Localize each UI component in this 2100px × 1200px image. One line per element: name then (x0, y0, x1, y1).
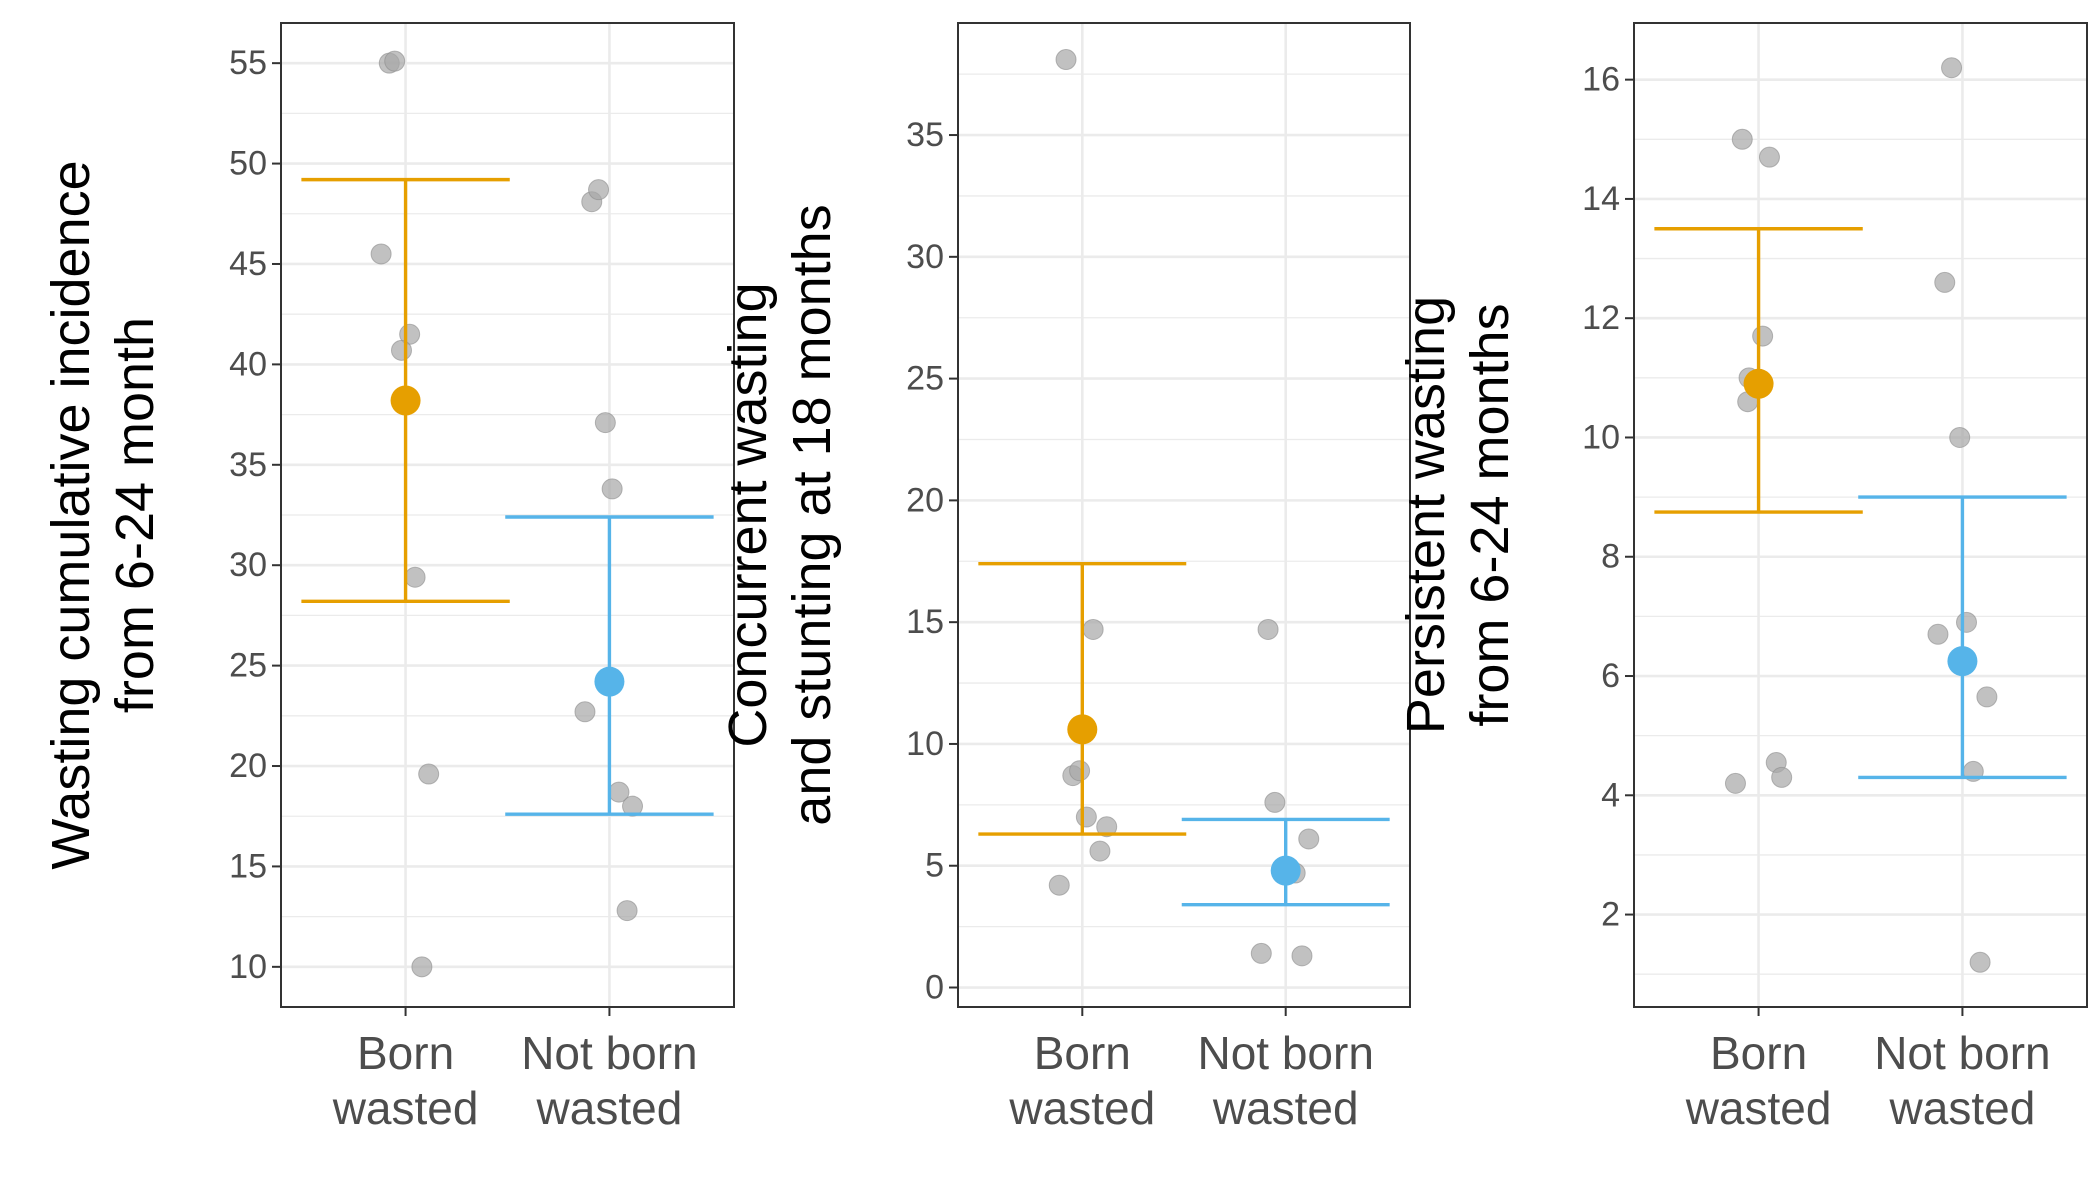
y-tick-label: 16 (1582, 61, 1620, 99)
data-point (1731, 128, 1753, 150)
y-tick-label: 0 (925, 969, 944, 1007)
data-point (622, 795, 644, 817)
data-point (601, 478, 623, 500)
mean-point (1067, 714, 1098, 745)
y-tick-label: 4 (1601, 776, 1620, 814)
x-tick-label: Born (1710, 1027, 1807, 1079)
data-point (384, 50, 406, 72)
x-tick-label: wasted (1212, 1082, 1359, 1134)
data-point (1758, 146, 1780, 168)
x-tick-label: Not born (521, 1027, 697, 1079)
y-tick-label: 25 (229, 647, 267, 685)
data-point (1069, 760, 1091, 782)
y-tick-label: 30 (906, 238, 944, 276)
y-tick-label: 10 (906, 725, 944, 763)
x-tick-label: Born (357, 1027, 454, 1079)
data-point (1956, 611, 1978, 633)
y-tick-label: 10 (229, 948, 267, 986)
x-tick-label: Not born (1197, 1027, 1373, 1079)
y-axis-title-line: from 6-24 months (1460, 303, 1520, 726)
data-point (588, 179, 610, 201)
data-point (404, 566, 426, 588)
data-point (574, 701, 596, 723)
x-tick-label: wasted (332, 1082, 479, 1134)
y-axis-title: Concurrent wastingand stunting at 18 mon… (718, 204, 842, 825)
y-tick-label: 20 (906, 481, 944, 519)
x-tick-label: wasted (1685, 1082, 1832, 1134)
y-axis-title: Persistent wastingfrom 6-24 months (1396, 296, 1520, 734)
y-tick-label: 20 (229, 747, 267, 785)
mean-point (594, 666, 625, 697)
panel-border (957, 22, 1411, 1008)
data-point (1724, 772, 1746, 794)
y-tick-label: 55 (229, 44, 267, 82)
data-point (616, 900, 638, 922)
data-point (1927, 623, 1949, 645)
data-point (1082, 618, 1104, 640)
y-tick-label: 2 (1601, 896, 1620, 934)
y-tick-label: 30 (229, 546, 267, 584)
y-tick-label: 10 (1582, 418, 1620, 456)
x-tick-label: wasted (1008, 1082, 1155, 1134)
mean-point (1270, 855, 1301, 886)
data-point (390, 339, 412, 361)
y-tick-label: 25 (906, 360, 944, 398)
data-point (1048, 874, 1070, 896)
data-point (1089, 840, 1111, 862)
panel-background (1634, 23, 2087, 1007)
data-point (370, 243, 392, 265)
x-tick-label: Born (1034, 1027, 1131, 1079)
y-tick-label: 35 (229, 446, 267, 484)
y-tick-label: 50 (229, 145, 267, 183)
y-tick-label: 35 (906, 116, 944, 154)
data-point (1055, 49, 1077, 71)
y-tick-label: 15 (229, 847, 267, 885)
data-point (1291, 945, 1313, 967)
data-point (1096, 816, 1118, 838)
y-tick-label: 5 (925, 847, 944, 885)
y-tick-label: 15 (906, 603, 944, 641)
mean-point (1947, 646, 1978, 677)
panel-border (1633, 22, 2088, 1008)
data-point (411, 956, 433, 978)
data-point (1949, 426, 1971, 448)
y-axis-title: Wasting cumulative incidencefrom 6-24 mo… (41, 160, 165, 869)
y-axis-title-line: Wasting cumulative incidence (41, 160, 101, 869)
y-tick-label: 6 (1601, 657, 1620, 695)
y-tick-label: 45 (229, 245, 267, 283)
y-axis-title-line: and stunting at 18 months (782, 204, 842, 825)
data-point (1976, 686, 1998, 708)
data-point (1941, 57, 1963, 79)
x-tick-label: wasted (536, 1082, 683, 1134)
data-point (1075, 806, 1097, 828)
panel-background (958, 23, 1410, 1007)
y-tick-label: 8 (1601, 538, 1620, 576)
mean-point (1743, 368, 1774, 399)
y-tick-label: 12 (1582, 299, 1620, 337)
data-point (1257, 618, 1279, 640)
data-point (1969, 951, 1991, 973)
data-point (1934, 271, 1956, 293)
panel-border (280, 22, 735, 1008)
y-tick-label: 14 (1582, 180, 1620, 218)
y-tick-label: 40 (229, 345, 267, 383)
data-point (1752, 325, 1774, 347)
x-tick-label: Not born (1874, 1027, 2050, 1079)
y-axis-title-line: Concurrent wasting (718, 282, 778, 747)
data-point (1298, 828, 1320, 850)
mean-point (390, 385, 421, 416)
data-point (1771, 766, 1793, 788)
data-point (1264, 791, 1286, 813)
y-axis-title-line: Persistent wasting (1396, 296, 1456, 734)
data-point (594, 412, 616, 434)
y-axis-title-line: from 6-24 month (105, 317, 165, 713)
x-tick-label: wasted (1889, 1082, 2036, 1134)
data-point (1250, 942, 1272, 964)
data-point (418, 763, 440, 785)
